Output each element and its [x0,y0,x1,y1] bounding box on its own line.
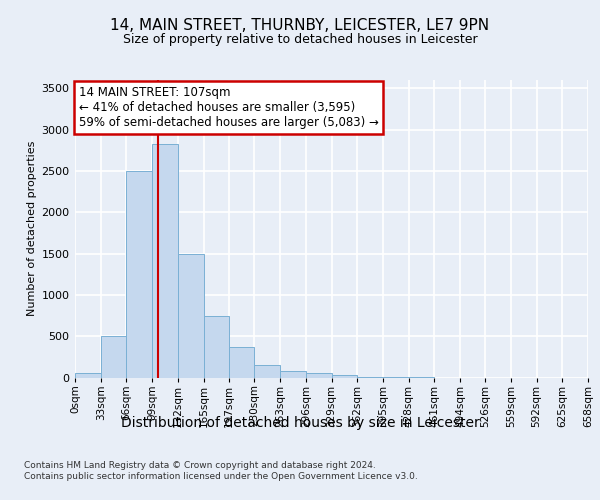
Bar [152,144,178,378]
Bar [229,346,254,378]
Text: Contains public sector information licensed under the Open Government Licence v3: Contains public sector information licen… [24,472,418,481]
Text: 14 MAIN STREET: 107sqm
← 41% of detached houses are smaller (3,595)
59% of semi-: 14 MAIN STREET: 107sqm ← 41% of detached… [79,86,379,129]
Text: Size of property relative to detached houses in Leicester: Size of property relative to detached ho… [122,34,478,46]
Bar [254,365,280,378]
Bar [203,316,229,378]
Bar [178,254,203,378]
Text: Distribution of detached houses by size in Leicester: Distribution of detached houses by size … [121,416,479,430]
Bar [280,372,306,378]
Bar [127,171,152,378]
Bar [75,374,101,378]
Text: 14, MAIN STREET, THURNBY, LEICESTER, LE7 9PN: 14, MAIN STREET, THURNBY, LEICESTER, LE7… [110,18,490,32]
Bar [331,376,357,378]
Text: Contains HM Land Registry data © Crown copyright and database right 2024.: Contains HM Land Registry data © Crown c… [24,461,376,470]
Y-axis label: Number of detached properties: Number of detached properties [27,141,37,316]
Bar [101,336,127,378]
Bar [306,374,331,378]
